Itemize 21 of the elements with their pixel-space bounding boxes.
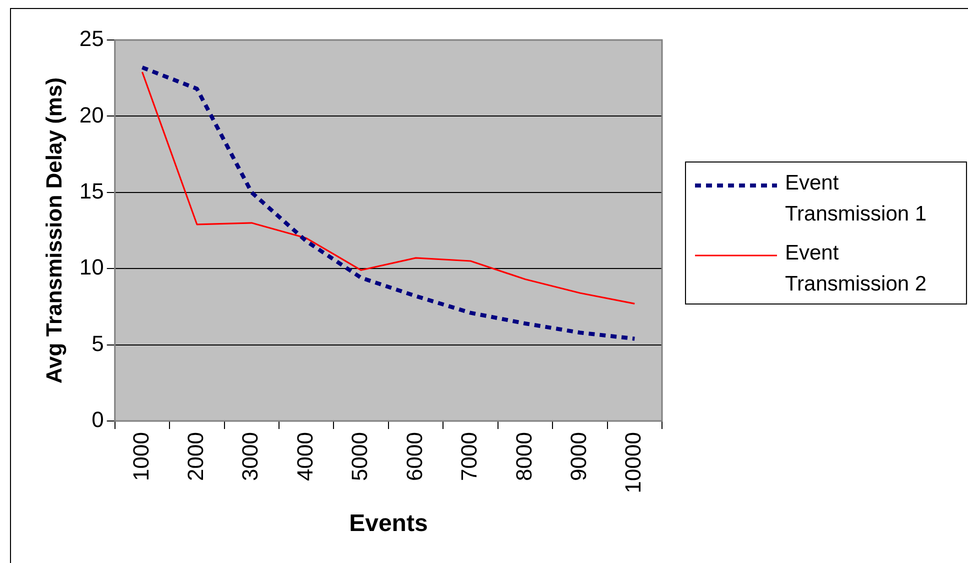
- x-tick-label: 2000: [183, 432, 208, 481]
- x-tick-label: 1000: [128, 432, 154, 481]
- y-tick-label: 0: [92, 407, 104, 432]
- y-tick-label: 20: [79, 102, 104, 128]
- line-series: [140, 65, 637, 341]
- legend-label: Event Transmission 1: [785, 171, 927, 226]
- x-tick-label: 3000: [238, 432, 263, 481]
- y-tick-label: 15: [79, 178, 104, 204]
- legend-label: Event Transmission 2: [785, 241, 927, 296]
- x-tick-label: 6000: [402, 432, 427, 481]
- x-tick-label: 8000: [511, 432, 536, 481]
- x-tick-label: 7000: [456, 432, 482, 481]
- y-tick-label: 5: [92, 330, 104, 356]
- x-tick-label: 9000: [566, 432, 591, 481]
- x-tick-label: 5000: [347, 432, 372, 481]
- y-tick-label: 10: [79, 254, 104, 280]
- y-tick-label: 25: [79, 26, 104, 52]
- x-axis-title: Events: [349, 510, 428, 538]
- y-axis-title: Avg Transmission Delay (ms): [41, 77, 66, 384]
- x-tick-label: 10000: [620, 432, 646, 494]
- x-tick-label: 4000: [292, 432, 318, 481]
